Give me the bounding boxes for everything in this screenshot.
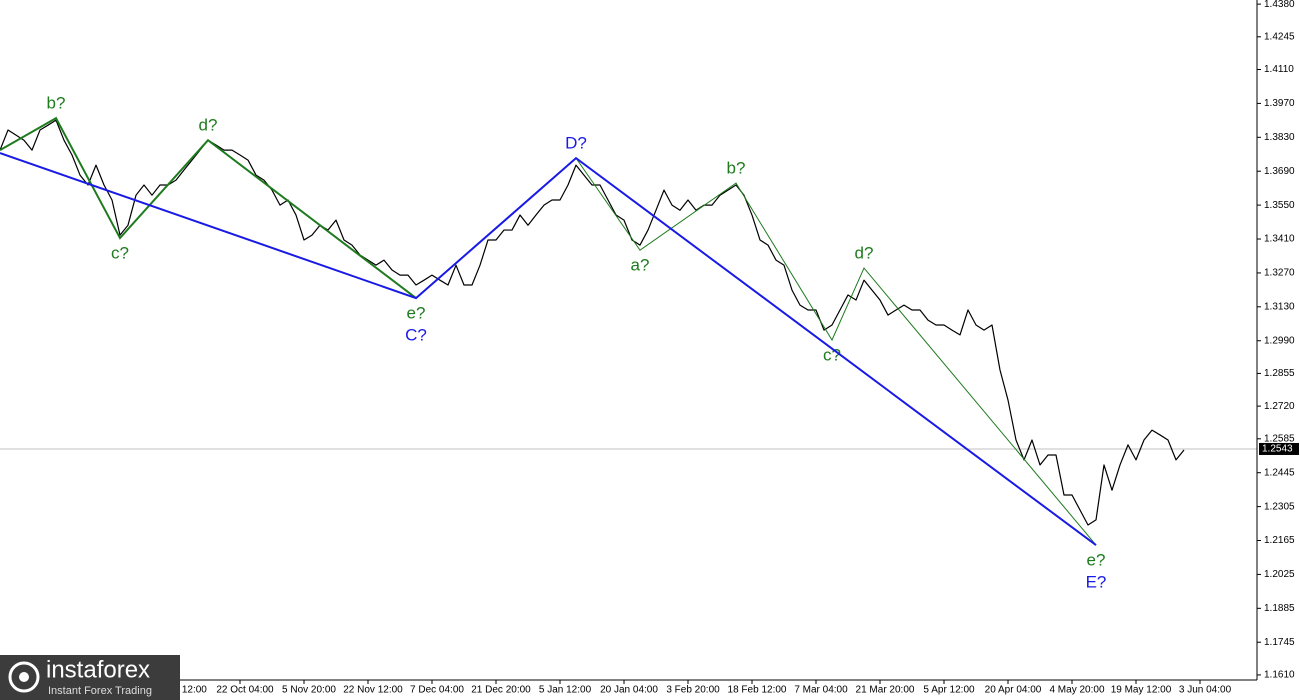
y-tick-label: 1.3830	[1264, 132, 1295, 143]
watermark-icon	[8, 661, 40, 693]
wave-line	[0, 116, 417, 299]
x-tick-label: 21 Dec 20:00	[471, 685, 531, 696]
x-tick-label: 4 May 20:00	[1049, 685, 1104, 696]
x-tick-label: 5 Jan 12:00	[539, 685, 592, 696]
y-tick-label: 1.2720	[1264, 401, 1295, 412]
x-tick-label: 7 Dec 04:00	[410, 685, 464, 696]
x-tick-label: 22 Oct 04:00	[216, 685, 274, 696]
x-tick-label: 5 Nov 20:00	[282, 685, 336, 696]
wave-label: C?	[405, 326, 427, 345]
y-tick-label: 1.1745	[1264, 637, 1295, 648]
watermark-tagline: Instant Forex Trading	[48, 685, 152, 697]
y-tick-label: 1.2855	[1264, 368, 1295, 379]
y-tick-label: 1.3690	[1264, 166, 1295, 177]
x-tick-label: 18 Feb 12:00	[728, 685, 787, 696]
y-tick-label: 1.2025	[1264, 569, 1295, 580]
x-tick-label: 21 Mar 20:00	[856, 685, 915, 696]
wave-line	[575, 157, 1097, 546]
y-tick-label: 1.3130	[1264, 301, 1295, 312]
wave-label: E?	[1086, 573, 1107, 592]
x-tick-label: 20 Apr 04:00	[985, 685, 1042, 696]
y-tick-label: 1.4380	[1264, 0, 1295, 10]
y-tick-label: 1.1610	[1264, 670, 1295, 681]
x-tick-label: 5 Apr 12:00	[923, 685, 975, 696]
watermark-icon	[19, 672, 29, 682]
x-tick-label: 3 Jun 04:00	[1179, 685, 1232, 696]
watermark-brand: instaforex	[46, 656, 150, 683]
y-tick-label: 1.3970	[1264, 98, 1295, 109]
wave-label: d?	[199, 116, 218, 135]
wave-label: c?	[823, 345, 841, 364]
x-tick-label: 19 May 12:00	[1111, 685, 1172, 696]
wave-label: c?	[111, 244, 129, 263]
last-price-label: 1.2543	[1262, 444, 1293, 455]
wave-line	[0, 152, 1097, 546]
x-tick-label: 3 Feb 20:00	[666, 685, 720, 696]
wave-label: e?	[407, 304, 426, 323]
y-tick-label: 1.2990	[1264, 335, 1295, 346]
wave-label: b?	[47, 94, 66, 113]
y-tick-label: 1.4245	[1264, 31, 1295, 42]
y-tick-label: 1.2585	[1264, 433, 1295, 444]
x-tick-label: 7 Oct 12:00	[155, 685, 207, 696]
wave-label: b?	[727, 159, 746, 178]
wave-label: e?	[1087, 551, 1106, 570]
y-tick-label: 1.1885	[1264, 603, 1295, 614]
x-tick-label: 22 Nov 12:00	[343, 685, 403, 696]
x-tick-label: 7 Mar 04:00	[794, 685, 848, 696]
y-tick-label: 1.2445	[1264, 467, 1295, 478]
y-tick-label: 1.2305	[1264, 501, 1295, 512]
wave-label: a?	[631, 256, 650, 275]
last-price-box	[1259, 442, 1299, 455]
y-tick-label: 1.3410	[1264, 234, 1295, 245]
y-tick-label: 1.4110	[1264, 64, 1294, 75]
wave-label: D?	[565, 134, 587, 153]
y-tick-label: 1.3270	[1264, 268, 1295, 279]
watermark-box	[0, 655, 180, 700]
x-tick-label: 20 Jan 04:00	[600, 685, 658, 696]
y-tick-label: 1.2165	[1264, 535, 1295, 546]
wave-label: d?	[855, 244, 874, 263]
y-tick-label: 1.3550	[1264, 200, 1295, 211]
